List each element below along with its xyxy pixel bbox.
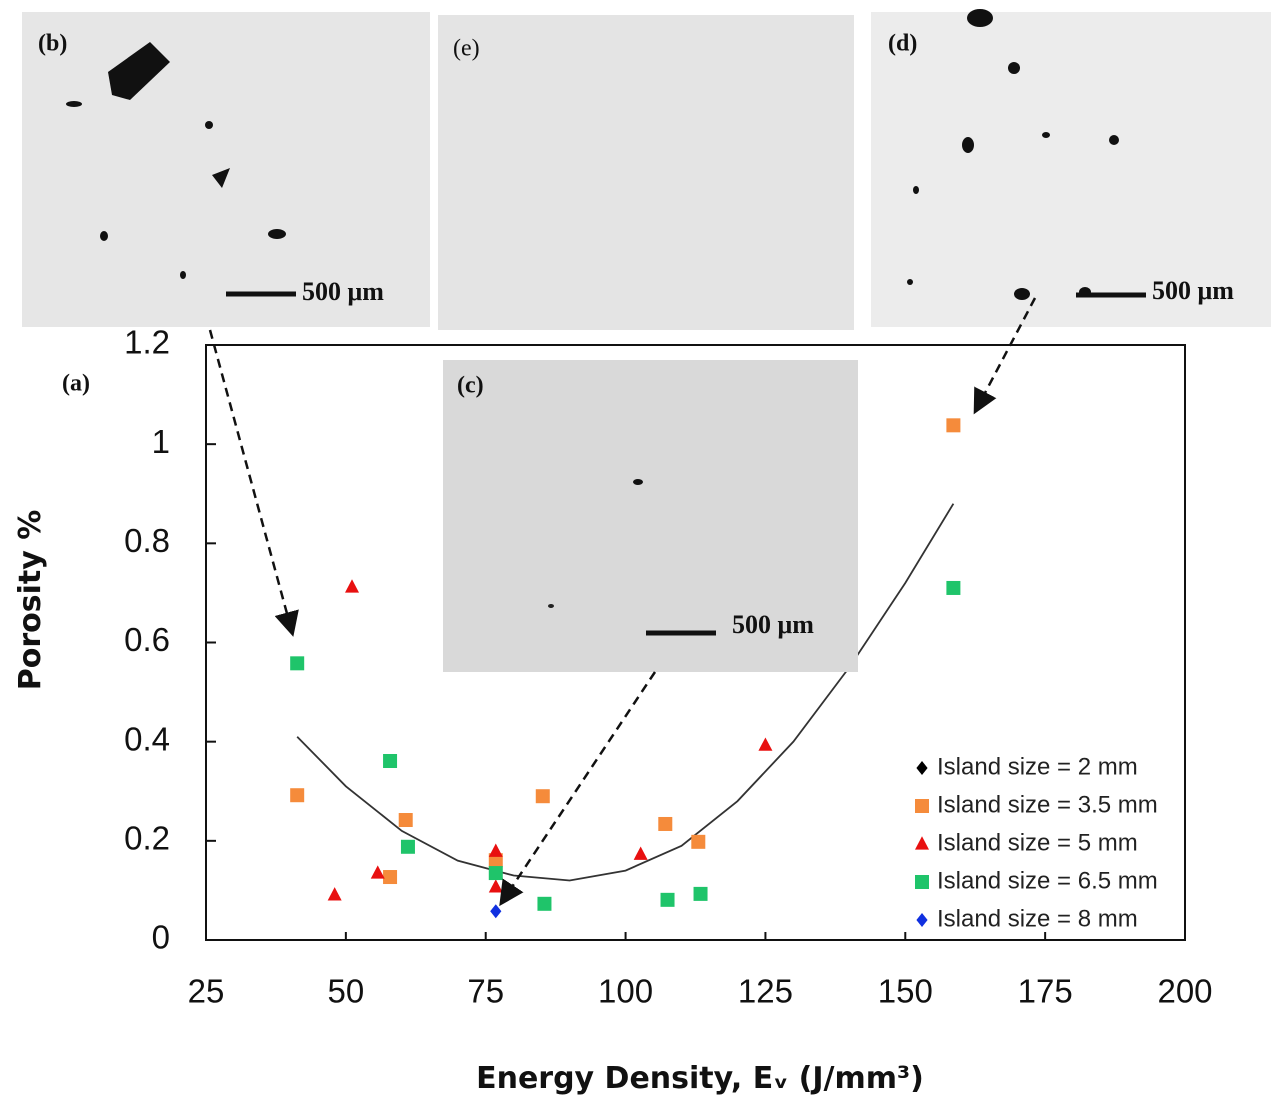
legend-label: Island size = 8 mm — [937, 905, 1138, 932]
marker — [535, 789, 550, 804]
marker — [345, 579, 360, 593]
arrow — [973, 297, 1037, 415]
marker — [400, 839, 415, 854]
marker — [946, 418, 961, 433]
panel-label: (c) — [457, 373, 484, 399]
scale-label: 500 μm — [732, 610, 814, 639]
marker — [383, 870, 398, 885]
pore — [907, 279, 913, 285]
x-tick-label: 100 — [598, 973, 653, 1010]
panel-e: (e) — [438, 15, 854, 330]
pore — [1042, 132, 1050, 138]
pore — [913, 186, 919, 194]
legend-label: Island size = 6.5 mm — [937, 867, 1158, 894]
micrograph — [438, 15, 854, 330]
panel-d: (d) 500 μm — [871, 9, 1271, 327]
x-tick-label: 25 — [188, 973, 225, 1010]
panel-label: (d) — [888, 31, 917, 57]
micrograph — [22, 12, 430, 327]
marker — [383, 754, 398, 769]
pore — [180, 271, 186, 279]
y-tick-label: 0 — [152, 919, 170, 956]
pore — [66, 101, 82, 107]
marker — [290, 656, 305, 671]
scale-label: 500 μm — [302, 277, 384, 306]
marker — [488, 866, 503, 881]
micrograph — [443, 360, 858, 672]
y-tick-label: 0.2 — [124, 820, 170, 857]
marker — [327, 887, 342, 901]
pore — [633, 479, 643, 485]
x-tick-label: 150 — [878, 973, 933, 1010]
panel-b: (b) 500 μm — [22, 12, 430, 327]
legend-marker — [916, 761, 928, 775]
marker — [370, 865, 385, 879]
legend-label: Island size = 2 mm — [937, 753, 1138, 780]
y-tick-label: 0.6 — [124, 621, 170, 658]
y-tick-label: 1 — [152, 423, 170, 460]
legend-marker — [916, 913, 928, 927]
panel-label: (a) — [62, 371, 90, 397]
x-tick-label: 75 — [467, 973, 504, 1010]
pore — [100, 231, 108, 241]
pore — [962, 137, 974, 153]
pore — [205, 121, 213, 129]
legend-marker — [915, 875, 929, 889]
pore — [268, 229, 286, 239]
marker — [488, 879, 503, 893]
marker — [488, 843, 503, 857]
marker — [398, 813, 413, 828]
legend-marker — [915, 799, 929, 813]
marker — [490, 904, 502, 919]
pore — [548, 604, 554, 608]
marker — [946, 580, 961, 595]
x-tick-label: 50 — [327, 973, 364, 1010]
panel-label: (b) — [38, 31, 67, 57]
pore — [108, 42, 170, 100]
legend-label: Island size = 3.5 mm — [937, 791, 1158, 818]
arrow — [499, 671, 657, 907]
marker — [758, 737, 773, 751]
pore — [1014, 288, 1030, 300]
marker — [537, 896, 552, 911]
x-tick-label: 175 — [1018, 973, 1073, 1010]
pore — [1008, 62, 1020, 74]
marker — [691, 834, 706, 849]
micrographs: (b) 500 μm (e) (d) 500 μm (c — [22, 9, 1271, 907]
pore — [967, 9, 993, 27]
y-tick-label: 1.2 — [124, 324, 170, 361]
marker — [290, 788, 305, 803]
panel-label: (e) — [453, 36, 480, 62]
x-tick-label: 200 — [1157, 973, 1212, 1010]
y-axis-title: Porosity % — [13, 510, 48, 691]
legend-marker — [915, 836, 929, 850]
panel-c: (c) 500 μm — [443, 360, 858, 672]
scale-label: 500 μm — [1152, 276, 1234, 305]
micrograph — [871, 12, 1271, 327]
legend-label: Island size = 5 mm — [937, 829, 1138, 856]
marker — [693, 886, 708, 901]
y-tick-label: 0.4 — [124, 720, 170, 757]
x-axis-title: Energy Density, Eᵥ (J/mm³) — [476, 1061, 924, 1096]
marker — [660, 892, 675, 907]
marker — [658, 816, 673, 831]
x-tick-label: 125 — [738, 973, 793, 1010]
pore — [212, 168, 230, 188]
arrow — [208, 329, 299, 637]
pore — [1109, 135, 1119, 145]
y-tick-label: 0.8 — [124, 522, 170, 559]
marker — [633, 846, 648, 860]
